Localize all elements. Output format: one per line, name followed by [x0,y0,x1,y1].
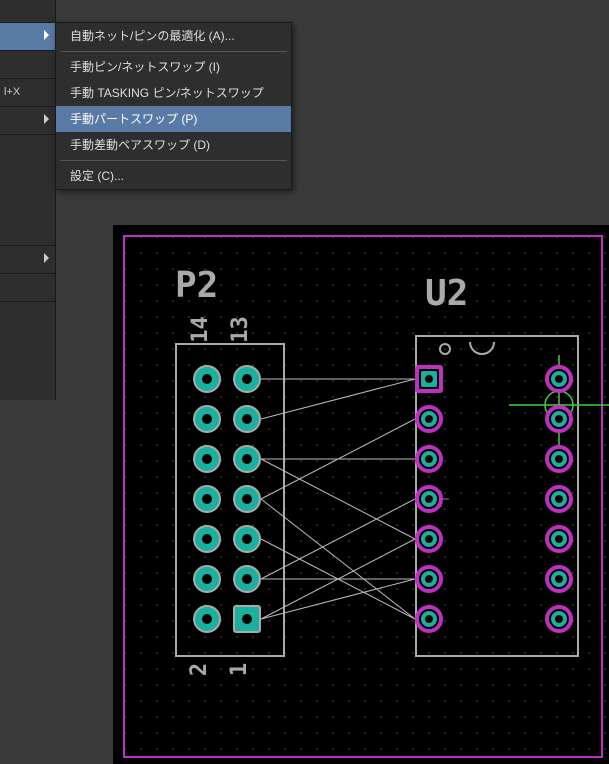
pad-p2[interactable] [193,445,221,473]
pad-p2[interactable] [233,445,261,473]
left-menu-row[interactable] [0,50,55,78]
pin-label-13: 13 [228,316,253,343]
shortcut-label: l+X [4,86,20,98]
pad-p2[interactable] [233,525,261,553]
menu-item-diffpair-swap[interactable]: 手動差動ペアスワップ (D) [56,132,291,158]
submenu-arrow-icon [44,253,49,263]
menu-item-label: 手動ピン/ネットスワップ (I) [70,60,220,74]
pad-p2[interactable] [233,405,261,433]
pad-u2[interactable] [415,525,443,553]
submenu-arrow-icon [44,114,49,124]
p2-outline [175,343,285,657]
left-menu-row[interactable] [0,273,55,301]
pad-u2[interactable] [415,565,443,593]
menu-item-tasking-swap[interactable]: 手動 TASKING ピン/ネットスワップ (T) [56,80,291,106]
left-menu-row[interactable] [0,301,55,329]
pad-p2[interactable] [193,485,221,513]
swap-submenu: 自動ネット/ピンの最適化 (A)... 手動ピン/ネットスワップ (I) 手動 … [55,22,292,190]
left-menu-row[interactable] [0,245,55,273]
submenu-arrow-icon [44,30,49,40]
menu-item-manual-pin-net-swap[interactable]: 手動ピン/ネットスワップ (I) [56,54,291,80]
pad-u2[interactable] [545,405,573,433]
pad-p2[interactable] [233,365,261,393]
pin-label-1: 1 [227,663,252,676]
left-menu-row[interactable] [0,134,55,245]
pad-p2[interactable] [233,485,261,513]
pad-u2[interactable] [415,605,443,633]
pad-u2[interactable] [545,525,573,553]
pad-u2[interactable] [545,605,573,633]
pad-u2[interactable] [415,445,443,473]
refdes-u2: U2 [425,273,468,314]
left-menu-panel: l+X [0,0,56,400]
menu-item-label: 自動ネット/ピンの最適化 (A)... [70,29,235,43]
pad-p2[interactable] [193,605,221,633]
pad-u2[interactable] [415,485,443,513]
menu-item-part-swap[interactable]: 手動パートスワップ (P) [56,106,291,132]
pad-u2[interactable] [545,445,573,473]
menu-item-settings[interactable]: 設定 (C)... [56,163,291,189]
pad-p2[interactable] [233,605,261,633]
pad-u2[interactable] [545,365,573,393]
menu-item-auto-optimize[interactable]: 自動ネット/ピンの最適化 (A)... [56,23,291,49]
left-menu-row-shortcut[interactable]: l+X [0,78,55,106]
pin-label-2: 2 [187,663,212,676]
pad-p2[interactable] [193,365,221,393]
pad-u2[interactable] [545,485,573,513]
left-menu-row[interactable] [0,106,55,134]
menu-separator [60,51,287,52]
pad-p2[interactable] [193,565,221,593]
pad-u2[interactable] [415,405,443,433]
pad-u2[interactable] [545,565,573,593]
menu-separator [60,160,287,161]
pad-p2[interactable] [193,525,221,553]
pad-p2[interactable] [233,565,261,593]
u2-pin1-dot-icon [439,343,451,355]
menu-item-label: 手動パートスワップ (P) [70,112,197,126]
pad-u2[interactable] [415,365,443,393]
menu-item-label: 設定 (C)... [70,169,124,183]
menu-item-label: 手動差動ペアスワップ (D) [70,138,210,152]
pin-label-14: 14 [188,316,213,343]
refdes-p2: P2 [175,265,218,306]
left-menu-row[interactable] [0,0,55,22]
pcb-canvas[interactable]: P2 14 13 2 1 U2 [113,225,609,764]
left-menu-row-selected[interactable] [0,22,55,50]
pad-p2[interactable] [193,405,221,433]
